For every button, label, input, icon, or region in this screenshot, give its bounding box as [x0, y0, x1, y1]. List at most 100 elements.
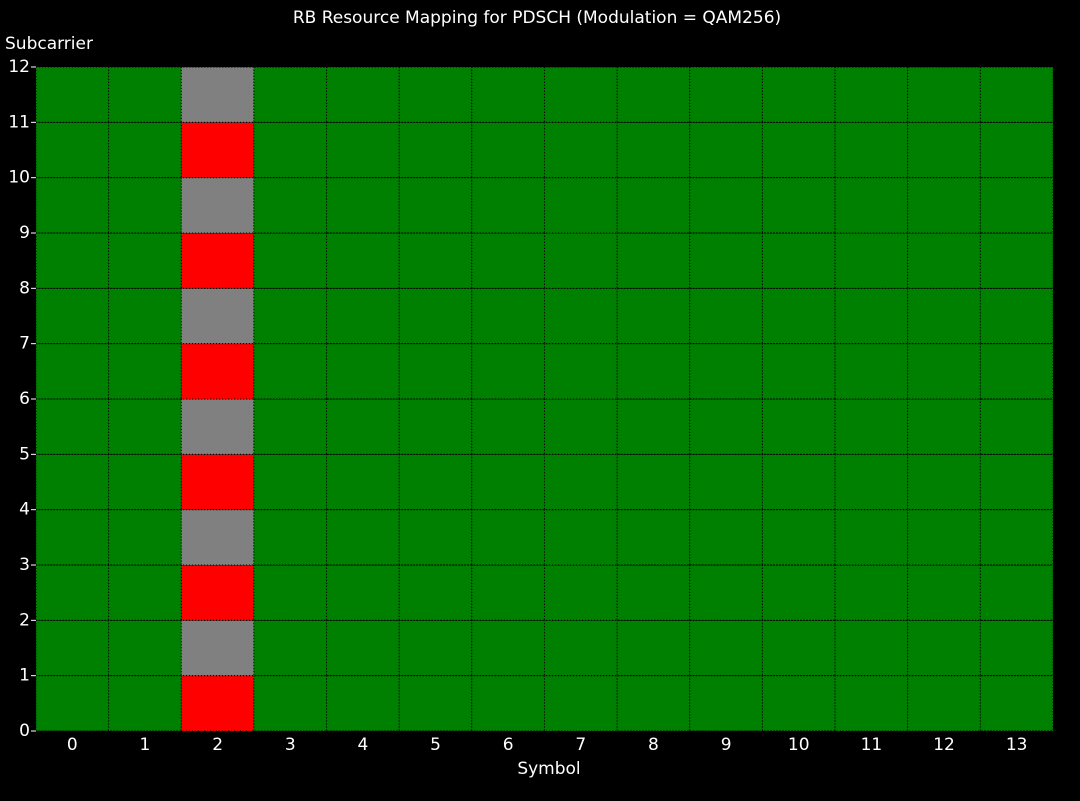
x-tick-label: 2 — [212, 735, 223, 755]
cell — [689, 564, 763, 621]
cell — [35, 66, 110, 123]
cell — [180, 232, 255, 289]
cell — [761, 453, 836, 511]
cell — [689, 453, 763, 511]
cell — [544, 343, 618, 400]
cell — [907, 232, 981, 289]
cell — [544, 287, 618, 345]
cell — [253, 675, 328, 732]
x-tick-label: 11 — [861, 735, 883, 755]
x-axis-label: Symbol — [517, 759, 580, 779]
cell — [907, 343, 981, 400]
cell — [180, 619, 255, 677]
cell — [253, 564, 328, 621]
cell — [761, 66, 836, 123]
cell — [616, 287, 691, 345]
cell — [616, 66, 691, 123]
cell — [253, 232, 328, 289]
x-tick-label: 13 — [1006, 735, 1028, 755]
cell — [326, 398, 400, 455]
cell — [544, 509, 618, 566]
cell — [544, 564, 618, 621]
cell — [108, 675, 182, 732]
cell — [761, 287, 836, 345]
cell — [253, 287, 328, 345]
cell — [471, 453, 546, 511]
cell — [108, 398, 182, 455]
cell — [180, 177, 255, 234]
cell — [35, 121, 110, 179]
cell — [35, 564, 110, 621]
y-tick-label: 5 — [19, 444, 30, 464]
cell — [326, 453, 400, 511]
x-tick-label: 5 — [430, 735, 441, 755]
cell — [471, 121, 546, 179]
cell — [398, 177, 473, 234]
cell — [471, 675, 546, 732]
cell — [108, 564, 182, 621]
cell — [761, 177, 836, 234]
chart-title: RB Resource Mapping for PDSCH (Modulatio… — [293, 8, 781, 28]
x-tick-label: 1 — [140, 735, 151, 755]
cell — [834, 675, 909, 732]
cell — [907, 675, 981, 732]
cell — [761, 619, 836, 677]
cell — [907, 287, 981, 345]
x-tick-label: 12 — [933, 735, 955, 755]
cell — [326, 287, 400, 345]
cell — [979, 564, 1054, 621]
cell — [544, 232, 618, 289]
cell — [834, 232, 909, 289]
cell — [979, 619, 1054, 677]
y-tick-label: 2 — [19, 610, 30, 630]
cell — [471, 66, 546, 123]
cell — [616, 398, 691, 455]
cell — [398, 232, 473, 289]
cell — [834, 177, 909, 234]
cell — [108, 619, 182, 677]
cell — [761, 232, 836, 289]
y-tick-label: 10 — [8, 168, 30, 188]
cell — [689, 287, 763, 345]
cell — [108, 509, 182, 566]
cell — [35, 619, 110, 677]
cell — [326, 232, 400, 289]
cell — [689, 232, 763, 289]
cell — [35, 287, 110, 345]
cell — [979, 66, 1054, 123]
x-tick-label: 9 — [721, 735, 732, 755]
cell — [398, 509, 473, 566]
y-tick-label: 7 — [19, 334, 30, 354]
y-axis-label: Subcarrier — [5, 34, 93, 54]
y-tick-label: 0 — [19, 721, 30, 741]
cell — [689, 66, 763, 123]
cell — [326, 564, 400, 621]
cell — [180, 564, 255, 621]
cell — [544, 453, 618, 511]
cell — [616, 619, 691, 677]
cell — [180, 121, 255, 179]
y-tick-label: 1 — [19, 666, 30, 686]
cell — [834, 121, 909, 179]
cell — [35, 453, 110, 511]
cell — [398, 453, 473, 511]
cell — [398, 66, 473, 123]
cell — [979, 232, 1054, 289]
cell — [544, 66, 618, 123]
cell — [544, 177, 618, 234]
cell — [35, 398, 110, 455]
cell — [689, 343, 763, 400]
cell — [979, 675, 1054, 732]
y-tick-label: 4 — [19, 500, 30, 520]
cell — [180, 509, 255, 566]
cell — [253, 343, 328, 400]
x-tick-label: 8 — [648, 735, 659, 755]
cell — [979, 509, 1054, 566]
y-tick-label: 9 — [19, 223, 30, 243]
cell — [471, 177, 546, 234]
cell — [834, 66, 909, 123]
cell — [253, 509, 328, 566]
cell — [326, 619, 400, 677]
x-tick-label: 3 — [285, 735, 296, 755]
cell — [979, 287, 1054, 345]
